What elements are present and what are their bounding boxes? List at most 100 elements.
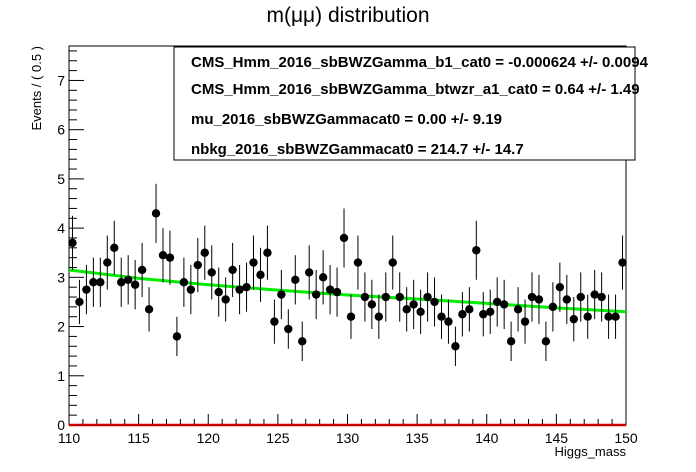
- data-point: [228, 265, 237, 275]
- data-point: [562, 295, 572, 304]
- data-point: [186, 285, 196, 294]
- data-point: [298, 337, 307, 346]
- data-point: [263, 248, 272, 257]
- data-point: [242, 282, 251, 292]
- data-point: [604, 312, 613, 321]
- y-axis-label: Events / ( 0.5 ): [29, 46, 44, 131]
- x-axis-label: Higgs_mass: [554, 444, 626, 459]
- data-point: [486, 307, 495, 316]
- data-point: [270, 317, 279, 326]
- data-point: [423, 292, 432, 302]
- data-point: [458, 310, 467, 319]
- data-point: [430, 297, 439, 307]
- x-tick-label: 115: [127, 430, 150, 446]
- data-point: [103, 258, 112, 267]
- x-tick-label: 150: [614, 430, 638, 446]
- data-point: [75, 297, 84, 307]
- stat-line-4: nbkg_2016_sbBWZGammacat0 = 214.7 +/- 14.…: [191, 141, 524, 158]
- data-point: [381, 292, 390, 302]
- data-point: [437, 312, 446, 321]
- data-point: [618, 258, 627, 267]
- data-point: [207, 268, 216, 277]
- data-point: [597, 292, 606, 302]
- data-point: [291, 275, 300, 284]
- y-ticks: 0 1 2 3 4 5 6 7: [57, 50, 84, 433]
- data-point: [221, 295, 230, 304]
- data-point: [318, 273, 328, 282]
- stat-line-2: CMS_Hmm_2016_sbBWZGamma_btwzr_a1_cat0 = …: [191, 81, 640, 98]
- y-tick-label: 1: [57, 368, 65, 384]
- data-point: [506, 337, 516, 346]
- x-tick-label: 130: [336, 430, 360, 446]
- data-point: [367, 300, 377, 309]
- x-ticks: 110 115 120 125 130 135 140 145 150: [58, 414, 638, 446]
- data-point: [479, 310, 488, 319]
- data-point: [527, 292, 537, 302]
- data-point: [96, 278, 105, 287]
- data-point: [534, 295, 544, 304]
- data-point: [172, 332, 182, 341]
- data-point: [235, 285, 244, 294]
- data-point: [374, 312, 384, 321]
- y-tick-label: 4: [57, 220, 65, 236]
- data-point: [451, 342, 460, 351]
- data-point: [416, 307, 425, 316]
- data-point: [590, 290, 599, 299]
- data-point: [409, 300, 418, 309]
- points-layer: [68, 183, 627, 366]
- data-point: [569, 314, 578, 324]
- data-point: [193, 260, 203, 270]
- data-point: [513, 305, 523, 314]
- data-point: [179, 278, 189, 287]
- data-point: [123, 275, 133, 284]
- x-tick-label: 135: [405, 430, 429, 446]
- data-point: [520, 317, 530, 326]
- data-point: [499, 300, 509, 309]
- stat-box: CMS_Hmm_2016_sbBWZGamma_b1_cat0 = -0.000…: [173, 46, 649, 161]
- data-point: [89, 278, 98, 287]
- stat-line-1: CMS_Hmm_2016_sbBWZGamma_b1_cat0 = -0.000…: [191, 54, 649, 71]
- data-point: [256, 270, 265, 280]
- data-point: [305, 268, 314, 277]
- data-point: [541, 337, 551, 346]
- data-point: [353, 258, 363, 267]
- y-tick-label: 0: [57, 417, 65, 433]
- y-tick-label: 3: [57, 269, 65, 285]
- data-point: [465, 305, 474, 314]
- data-point: [68, 238, 77, 248]
- data-point: [284, 324, 293, 334]
- y-tick-label: 7: [57, 72, 65, 88]
- data-point: [576, 292, 585, 302]
- data-point: [137, 265, 147, 275]
- x-tick-label: 145: [545, 430, 569, 446]
- data-point: [346, 312, 356, 321]
- data-point: [402, 305, 411, 314]
- data-point: [332, 287, 342, 297]
- data-point: [555, 282, 565, 292]
- data-point: [548, 302, 558, 312]
- data-point: [165, 253, 175, 262]
- data-point: [110, 243, 119, 253]
- data-point: [158, 250, 168, 260]
- data-point: [117, 278, 126, 287]
- data-point: [82, 285, 91, 294]
- data-point: [249, 258, 258, 267]
- x-tick-label: 120: [197, 430, 221, 446]
- y-tick-label: 2: [57, 319, 65, 335]
- stat-box-frame: [173, 46, 636, 161]
- data-point: [339, 233, 349, 243]
- data-point: [214, 287, 223, 297]
- data-point: [325, 285, 335, 294]
- data-point: [151, 209, 161, 218]
- x-tick-label: 140: [475, 430, 499, 446]
- data-point: [360, 292, 370, 302]
- chart-title: m(μμ) distribution: [266, 4, 429, 27]
- stat-line-3: mu_2016_sbBWZGammacat0 = 0.00 +/- 9.19: [191, 111, 502, 128]
- data-point: [200, 248, 209, 257]
- data-point: [611, 312, 620, 321]
- data-point: [395, 292, 404, 302]
- x-tick-label: 110: [58, 430, 81, 446]
- data-point: [583, 312, 592, 321]
- data-point: [277, 290, 286, 299]
